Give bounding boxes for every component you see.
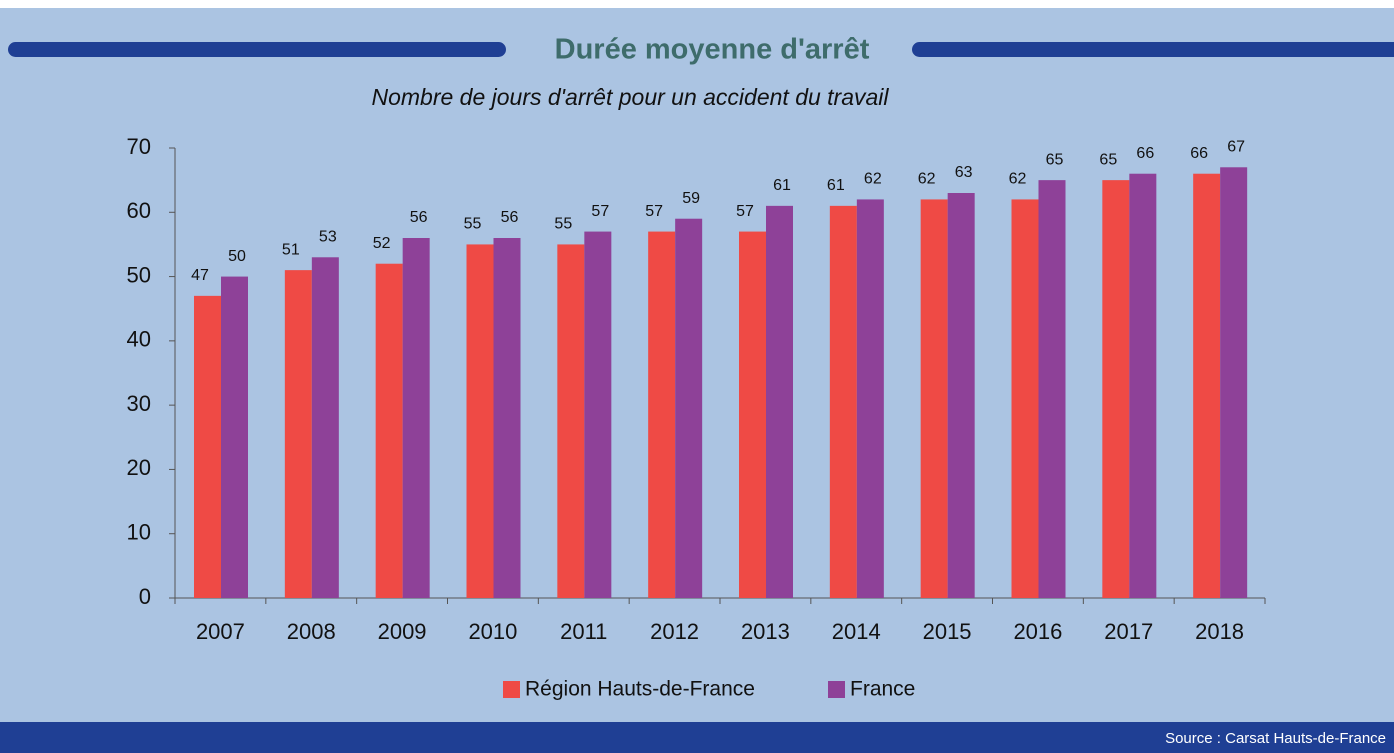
data-label: 66 (1136, 145, 1154, 162)
data-label: 61 (827, 177, 845, 194)
data-label: 59 (682, 190, 700, 207)
x-tick-label: 2016 (1013, 619, 1062, 644)
x-tick-label: 2008 (287, 619, 336, 644)
bar (766, 205, 793, 598)
data-label: 53 (319, 229, 337, 246)
x-tick-label: 2009 (378, 619, 427, 644)
y-tick-label: 40 (127, 327, 151, 352)
bar (557, 244, 585, 598)
data-label: 65 (1099, 151, 1117, 168)
data-label: 52 (373, 235, 391, 252)
x-tick-label: 2012 (650, 619, 699, 644)
y-tick-label: 30 (127, 391, 151, 416)
data-label: 61 (773, 177, 791, 194)
x-tick-label: 2011 (560, 619, 607, 644)
data-label: 67 (1227, 139, 1245, 156)
x-tick-label: 2010 (468, 619, 517, 644)
data-label: 57 (591, 203, 609, 220)
data-label: 62 (918, 171, 936, 188)
bar (221, 276, 248, 598)
data-label: 47 (191, 267, 209, 284)
bar (284, 270, 312, 598)
data-label: 57 (645, 203, 663, 220)
banner-right (912, 42, 1394, 57)
bar (1102, 180, 1130, 598)
data-label: 55 (464, 216, 482, 233)
data-label: 66 (1190, 145, 1208, 162)
legend-swatch (828, 681, 845, 698)
legend-swatch (503, 681, 520, 698)
data-label: 63 (955, 164, 973, 181)
bar (1038, 180, 1066, 598)
y-tick-label: 0 (139, 584, 151, 609)
bar (739, 231, 766, 599)
data-label: 55 (554, 216, 572, 233)
x-tick-label: 2007 (196, 619, 245, 644)
data-label: 51 (282, 241, 300, 258)
bar (675, 218, 703, 598)
bar (493, 238, 521, 598)
bar (194, 295, 221, 598)
bar (1220, 167, 1248, 599)
bar (1193, 173, 1221, 598)
data-label: 62 (864, 171, 882, 188)
bar (375, 263, 403, 598)
data-label: 57 (736, 203, 754, 220)
source: Source : Carsat Hauts-de-France (1165, 730, 1386, 747)
bar (1129, 173, 1157, 598)
bar (947, 193, 975, 598)
bar (1011, 199, 1039, 598)
chart-subtitle: Nombre de jours d'arrêt pour un accident… (371, 84, 889, 110)
y-tick-label: 60 (127, 198, 151, 223)
y-tick-label: 20 (127, 455, 151, 480)
bar (920, 199, 948, 598)
data-label: 62 (1009, 171, 1027, 188)
y-tick-label: 10 (127, 520, 151, 545)
x-tick-label: 2014 (832, 619, 881, 644)
data-label: 50 (228, 248, 246, 265)
bar (466, 244, 494, 598)
bar (648, 231, 676, 599)
data-label: 56 (501, 209, 519, 226)
data-label: 65 (1046, 151, 1064, 168)
bar (856, 199, 884, 598)
bar (311, 257, 339, 598)
bar (829, 205, 857, 598)
x-tick-label: 2015 (923, 619, 972, 644)
legend-label: France (850, 678, 915, 701)
legend-label: Région Hauts-de-France (525, 678, 755, 701)
x-tick-label: 2013 (741, 619, 790, 644)
chart-title: Durée moyenne d'arrêt (555, 34, 870, 66)
bar (402, 238, 430, 598)
y-tick-label: 50 (127, 262, 151, 287)
banner-left (8, 42, 506, 57)
y-tick-label: 70 (127, 134, 151, 159)
data-label: 56 (410, 209, 428, 226)
x-tick-label: 2018 (1195, 619, 1244, 644)
footer (0, 722, 1394, 753)
x-tick-label: 2017 (1104, 619, 1153, 644)
bar (584, 231, 612, 599)
